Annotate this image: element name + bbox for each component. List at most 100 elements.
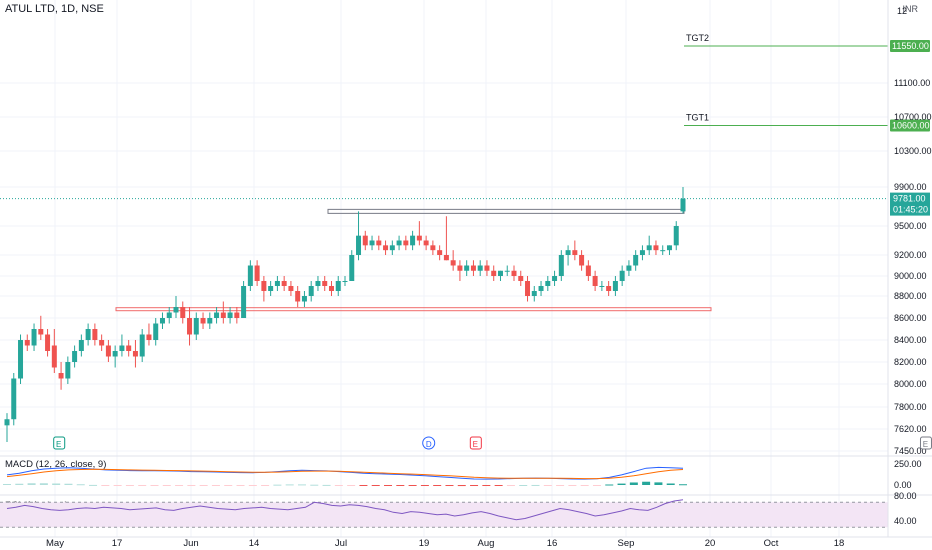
candle-body — [51, 345, 57, 368]
macd-histogram-bar — [113, 485, 122, 486]
candle — [572, 240, 578, 261]
candle — [72, 345, 78, 368]
candle-body — [356, 235, 362, 255]
candle-body — [592, 276, 598, 286]
macd-histogram-bar — [506, 485, 515, 486]
candle-body — [31, 329, 37, 346]
macd-title[interactable]: MACD (12, 26, close, 9) — [5, 459, 107, 470]
marker-letter: E — [923, 440, 928, 449]
candle — [558, 250, 564, 281]
candle-body — [403, 240, 409, 246]
macd-histogram-bar — [359, 485, 368, 486]
candle-body — [619, 270, 625, 281]
target-price-label: 11550.00 — [892, 41, 929, 51]
current-price-label: 9781.00 — [893, 194, 926, 204]
candle-body — [585, 265, 591, 276]
macd-histogram-bar — [568, 485, 577, 486]
candle-body — [126, 345, 132, 351]
candle-body — [132, 351, 138, 357]
macd-histogram-bar — [605, 484, 614, 486]
candle — [146, 323, 152, 346]
candle-body — [497, 270, 503, 276]
time-tick-label: 16 — [547, 538, 558, 549]
macd-histogram-bar — [580, 485, 589, 486]
candle-body — [491, 270, 497, 276]
candle-body — [4, 419, 10, 426]
price-tick-label: 8800.00 — [894, 291, 927, 301]
candle-body — [579, 255, 585, 266]
target-label: TGT2 — [686, 33, 709, 43]
candle-body — [396, 240, 402, 246]
candle-body — [511, 270, 517, 276]
rsi-tick-label: 80.00 — [894, 491, 917, 501]
candle — [301, 291, 307, 307]
dividend-marker: D — [422, 436, 436, 450]
macd-histogram-bar — [39, 483, 48, 485]
candle-body — [112, 351, 118, 357]
candle — [274, 276, 280, 291]
candle-body — [18, 340, 24, 379]
candle-body — [308, 286, 314, 296]
candle — [619, 265, 625, 286]
candle-body — [680, 198, 686, 212]
macd-histogram-bar — [101, 485, 110, 486]
candle-body — [99, 340, 105, 346]
candle — [119, 334, 125, 357]
candle-body — [234, 312, 240, 318]
macd-histogram-bar — [236, 485, 245, 486]
marker-shape — [469, 436, 482, 450]
candle — [139, 329, 145, 362]
candle — [538, 281, 544, 296]
candle-body — [646, 245, 652, 251]
candle — [288, 281, 294, 296]
time-tick-label: Jul — [335, 538, 347, 549]
earnings-marker: E — [919, 436, 932, 450]
candle-body — [261, 281, 267, 291]
macd-histogram-bar — [322, 484, 331, 486]
currency-label[interactable]: INR — [902, 4, 919, 14]
candle-body — [173, 307, 179, 313]
candle-body — [153, 323, 159, 340]
candle — [484, 260, 490, 276]
candle-body — [477, 265, 483, 271]
time-tick-label: Sep — [618, 538, 635, 549]
candle — [308, 281, 314, 302]
candle-body — [268, 286, 274, 291]
candle — [525, 276, 531, 302]
time-tick-label: May — [46, 538, 64, 549]
macd-histogram-bar — [310, 484, 319, 486]
macd-histogram-bar — [52, 483, 61, 485]
candle-body — [660, 250, 666, 252]
time-tick-label: 14 — [249, 538, 260, 549]
candle-body — [58, 373, 64, 379]
candle-body — [369, 240, 375, 246]
macd-histogram-bar — [199, 485, 208, 486]
candle-body — [430, 245, 436, 251]
price-tick-label: 7620.00 — [894, 424, 927, 434]
price-tick-label: 11100.00 — [894, 78, 930, 88]
candle-body — [457, 265, 463, 271]
earnings-marker: E — [469, 436, 482, 450]
candle — [45, 329, 51, 357]
target-price-label: 10600.00 — [892, 121, 930, 131]
candle-body — [552, 276, 558, 281]
macd-histogram-bar — [433, 485, 442, 486]
macd-histogram-bar — [248, 485, 257, 486]
candle — [220, 301, 226, 324]
candle — [511, 265, 517, 281]
candle — [58, 362, 64, 390]
candle — [606, 281, 612, 296]
support-line — [115, 307, 712, 312]
candle — [579, 250, 585, 271]
candle-body — [633, 255, 639, 266]
candle — [78, 334, 84, 357]
candle-body — [207, 318, 213, 324]
candle-body — [531, 291, 537, 296]
candle-body — [545, 281, 551, 286]
candle — [457, 260, 463, 281]
candle — [403, 235, 409, 251]
candle-body — [315, 281, 321, 286]
candle — [241, 281, 247, 318]
